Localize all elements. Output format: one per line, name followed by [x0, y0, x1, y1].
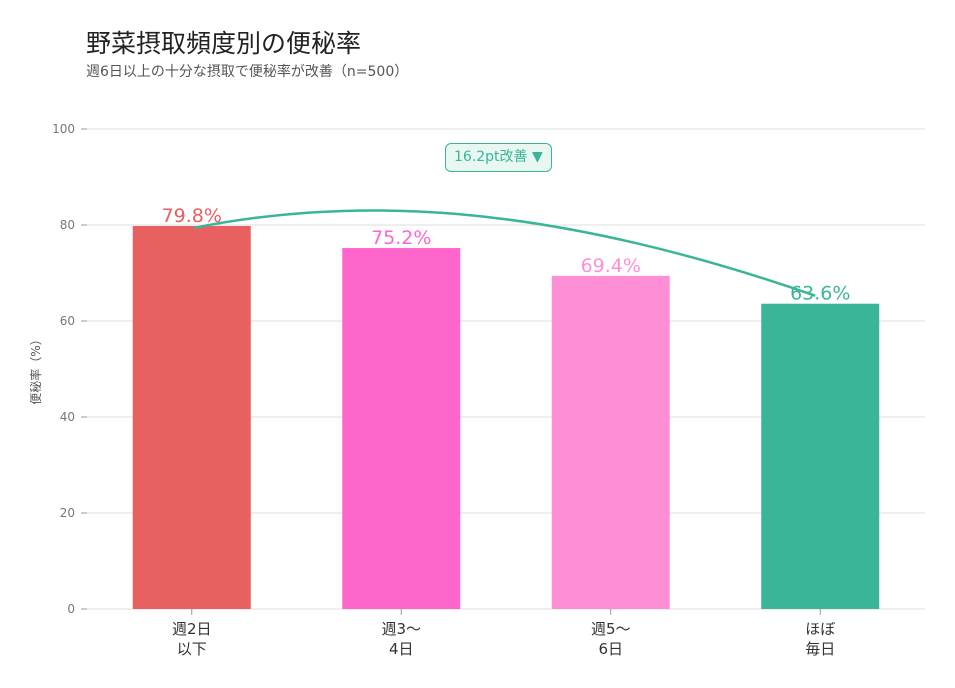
y-tick-label: 0 [67, 602, 75, 616]
x-tick-label: 4日 [389, 640, 414, 658]
y-tick-label: 100 [52, 122, 75, 136]
y-tick-label: 20 [60, 506, 75, 520]
data-label: 63.6% [790, 283, 850, 305]
x-tick-label: 週2日 [172, 620, 212, 638]
chart-title: 野菜摂取頻度別の便秘率 [86, 29, 362, 58]
trend-arrow [193, 209, 816, 297]
x-tick-label: 毎日 [805, 640, 835, 658]
x-tick-label: 週5〜 [591, 620, 631, 638]
data-label: 69.4% [581, 255, 641, 277]
bar [761, 303, 880, 609]
y-tick-label: 80 [60, 218, 75, 232]
bar [551, 275, 670, 609]
chart-subtitle: 週6日以上の十分な摂取で便秘率が改善（n=500） [86, 64, 409, 80]
bar [132, 225, 251, 609]
bar [342, 248, 461, 610]
data-label: 75.2% [371, 227, 431, 249]
x-tick-label: ほぼ [805, 620, 835, 638]
x-tick-label: 6日 [598, 640, 623, 658]
y-axis-label: 便秘率（%） [28, 333, 43, 404]
x-tick-label: 以下 [177, 640, 207, 658]
y-tick-label: 60 [60, 314, 75, 328]
improvement-annotation: 16.2pt改善 ▼ [445, 143, 552, 172]
y-tick-label: 40 [60, 410, 75, 424]
x-tick-label: 週3〜 [381, 620, 421, 638]
data-label: 79.8% [162, 205, 222, 227]
